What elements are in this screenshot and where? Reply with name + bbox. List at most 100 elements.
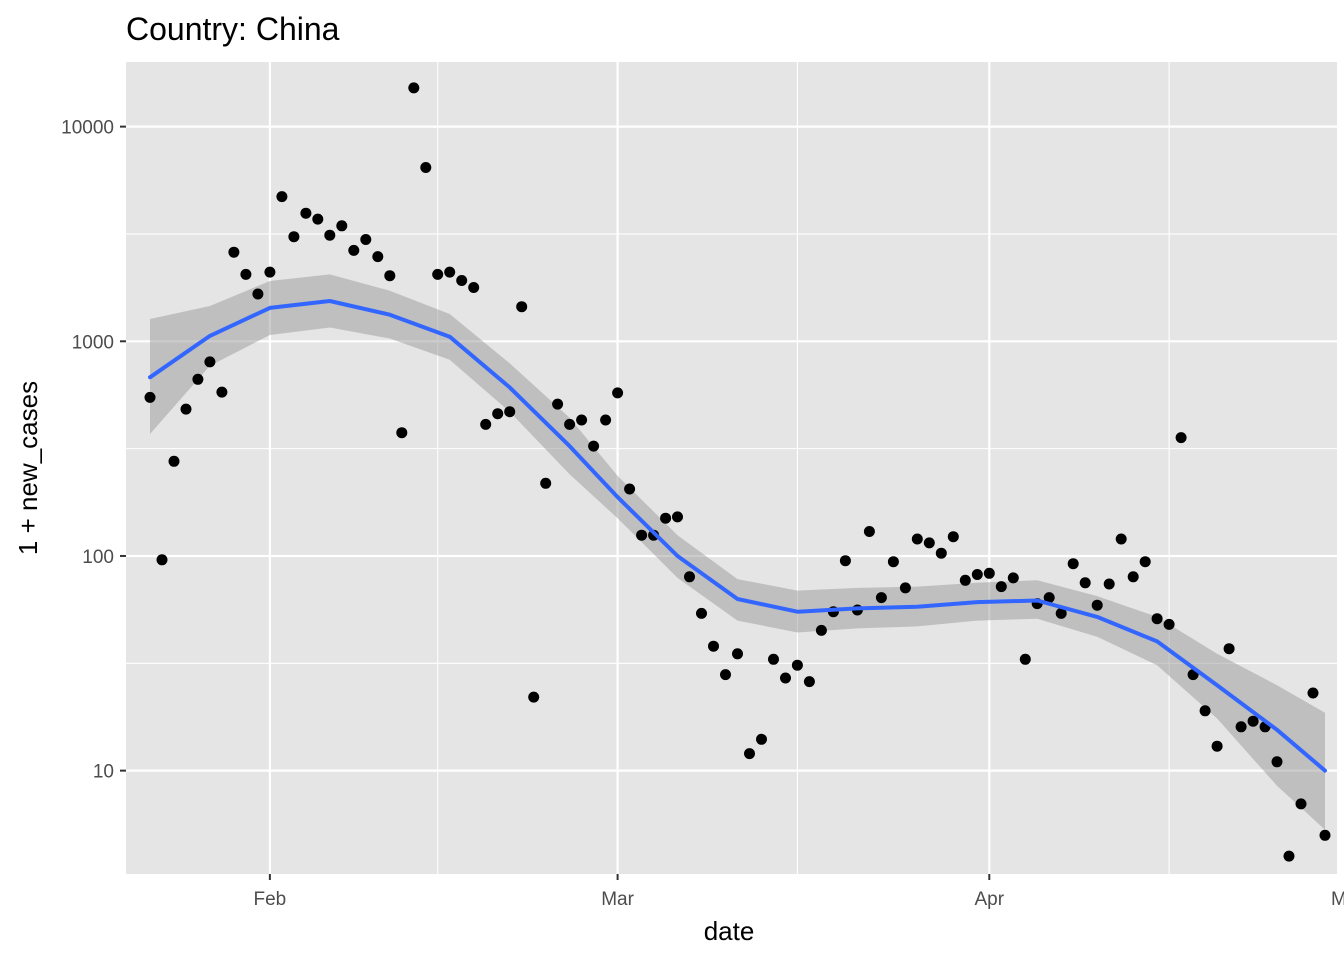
data-point [1211, 740, 1223, 752]
data-point [911, 533, 923, 545]
data-point [1175, 432, 1187, 444]
data-point [156, 554, 168, 566]
data-point [1319, 829, 1331, 841]
data-point [1091, 599, 1103, 611]
data-point [456, 275, 468, 286]
data-point [923, 537, 935, 549]
data-point [887, 556, 899, 568]
data-point [1019, 653, 1031, 665]
chart-title: Country: China [126, 11, 340, 47]
data-point [1223, 643, 1235, 655]
data-point [756, 733, 767, 745]
data-point [780, 672, 791, 684]
confidence-band-layer [150, 274, 1325, 830]
data-point [1163, 618, 1175, 630]
data-point [935, 547, 947, 559]
data-point [216, 386, 228, 398]
data-point [504, 406, 516, 418]
data-point [684, 571, 695, 583]
data-point [360, 234, 372, 245]
y-axis-title: 1 + new_cases [13, 381, 43, 555]
data-point [1055, 607, 1067, 619]
confidence-band [150, 274, 1325, 830]
data-point [348, 244, 360, 256]
data-point [576, 414, 588, 426]
data-point [600, 414, 612, 426]
data-point [312, 213, 324, 225]
x-tick-label: Mar [601, 889, 634, 910]
data-point [1115, 533, 1127, 545]
data-point [336, 220, 348, 232]
data-point [1079, 577, 1091, 589]
data-point [672, 511, 683, 523]
data-point [1103, 578, 1115, 590]
x-tick-label: Feb [254, 889, 287, 910]
data-point [408, 82, 420, 94]
data-point [875, 592, 887, 604]
data-point [192, 373, 204, 385]
data-point [708, 640, 719, 652]
data-point [899, 582, 911, 594]
data-point [1043, 592, 1055, 604]
data-point [791, 659, 803, 671]
data-point [564, 418, 576, 430]
smooth-line [148, 299, 1327, 773]
data-point [396, 427, 408, 439]
data-point [516, 301, 528, 313]
data-point [444, 266, 456, 278]
data-point [144, 391, 156, 403]
data-point [1247, 715, 1259, 727]
data-point [540, 477, 552, 489]
data-point [288, 231, 300, 243]
data-point [1295, 798, 1307, 810]
data-point [1139, 556, 1151, 568]
data-point [863, 526, 875, 537]
data-point [528, 691, 540, 703]
smooth-line-layer [148, 299, 1327, 773]
data-points [144, 82, 1331, 862]
x-axis: Feb Mar Apr May [254, 874, 1344, 910]
y-tick-label: 10000 [61, 118, 114, 139]
y-tick-label: 10 [93, 762, 114, 783]
data-point [420, 162, 432, 173]
data-point [1151, 613, 1163, 625]
data-point [636, 529, 648, 541]
data-point [168, 455, 180, 467]
data-point [492, 408, 504, 420]
data-point [432, 268, 444, 280]
data-point [1235, 721, 1247, 733]
data-point [839, 555, 851, 567]
data-point [1199, 705, 1211, 717]
data-point [1127, 571, 1139, 583]
data-point [624, 483, 636, 495]
data-point [1007, 572, 1019, 584]
data-point [660, 512, 672, 524]
data-point [971, 569, 983, 580]
plot-panel [126, 62, 1337, 874]
data-point [228, 246, 240, 258]
data-point [1271, 756, 1283, 768]
data-point [744, 748, 755, 760]
data-point [468, 282, 480, 293]
data-point [180, 403, 192, 415]
data-point [252, 288, 264, 300]
data-point [204, 356, 216, 368]
y-axis: 10 100 1000 10000 [61, 118, 126, 783]
data-point [1283, 850, 1295, 862]
data-point [995, 581, 1007, 593]
data-point [815, 624, 827, 636]
data-point [384, 270, 396, 282]
data-point [696, 607, 707, 619]
data-point [264, 266, 276, 278]
data-point [720, 669, 731, 681]
data-point [1307, 687, 1319, 699]
data-point [768, 653, 779, 665]
data-point [240, 268, 252, 280]
data-point [983, 567, 995, 579]
data-point [947, 531, 959, 543]
major-grid [126, 62, 1337, 874]
data-point [372, 251, 384, 263]
data-point [732, 648, 743, 660]
data-point [959, 574, 971, 586]
